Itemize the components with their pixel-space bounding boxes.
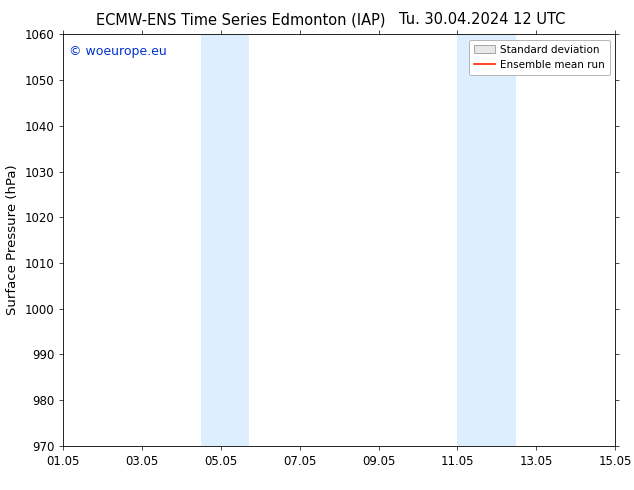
Bar [202, 34, 249, 446]
Text: Tu. 30.04.2024 12 UTC: Tu. 30.04.2024 12 UTC [399, 12, 565, 27]
Text: © woeurope.eu: © woeurope.eu [69, 45, 167, 58]
Bar [457, 34, 517, 446]
Legend: Standard deviation, Ensemble mean run: Standard deviation, Ensemble mean run [469, 40, 610, 75]
Y-axis label: Surface Pressure (hPa): Surface Pressure (hPa) [6, 165, 19, 316]
Text: ECMW-ENS Time Series Edmonton (IAP): ECMW-ENS Time Series Edmonton (IAP) [96, 12, 385, 27]
